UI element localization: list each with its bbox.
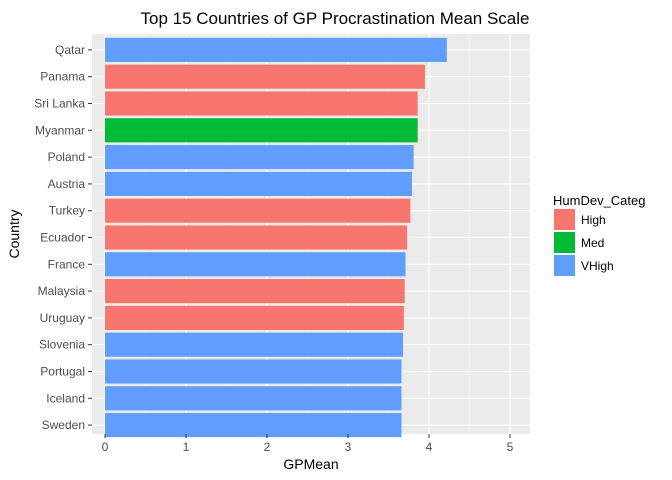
y-tick-label: Sweden <box>42 418 85 432</box>
legend-label: Med <box>581 236 604 250</box>
y-tick-label: Panama <box>40 70 85 84</box>
bar-turkey <box>105 198 411 223</box>
y-tick-label: Portugal <box>40 365 85 379</box>
y-tick-label: Slovenia <box>39 338 85 352</box>
x-tick-label: 2 <box>264 440 271 454</box>
x-tick-label: 5 <box>507 440 514 454</box>
y-tick-label: France <box>48 257 86 271</box>
y-tick-label: Iceland <box>46 391 85 405</box>
bar-poland <box>105 145 414 170</box>
bars <box>105 37 447 438</box>
y-tick-label: Malaysia <box>38 284 86 298</box>
bar-qatar <box>105 37 447 62</box>
y-tick-label: Poland <box>48 150 85 164</box>
bar-malaysia <box>105 279 405 304</box>
x-tick-label: 1 <box>183 440 190 454</box>
y-tick-label: Sri Lanka <box>34 97 85 111</box>
x-axis-title: GPMean <box>283 456 338 472</box>
bar-iceland <box>105 386 402 411</box>
legend: HumDev_Categ High Med VHigh <box>553 193 646 276</box>
legend-key-med <box>554 232 575 253</box>
y-tick-label: Ecuador <box>40 231 85 245</box>
legend-key-high <box>554 209 575 230</box>
legend-label: High <box>581 213 606 227</box>
y-axis-ticks: Qatar Panama Sri Lanka Myanmar Poland Austria… <box>34 43 92 432</box>
bar-austria <box>105 171 412 196</box>
y-tick-label: Qatar <box>55 43 85 57</box>
y-tick-label: Turkey <box>49 204 85 218</box>
legend-key-vhigh <box>554 255 575 276</box>
chart-title: Top 15 Countries of GP Procrastination M… <box>140 9 529 28</box>
x-tick-label: 3 <box>345 440 352 454</box>
bar-myanmar <box>105 118 418 143</box>
y-tick-label: Uruguay <box>40 311 85 325</box>
legend-title: HumDev_Categ <box>553 193 646 208</box>
bar-portugal <box>105 359 402 384</box>
bar-france <box>105 252 406 277</box>
legend-label: VHigh <box>581 259 614 273</box>
bar-panama <box>105 64 425 89</box>
x-tick-label: 4 <box>426 440 433 454</box>
y-axis-title: Country <box>6 209 22 258</box>
bar-ecuador <box>105 225 408 250</box>
y-tick-label: Myanmar <box>35 123 85 137</box>
bar-sri-lanka <box>105 91 418 116</box>
bar-sweden <box>105 413 402 438</box>
bar-slovenia <box>105 332 404 357</box>
y-tick-label: Austria <box>48 177 86 191</box>
x-axis-ticks: 0 1 2 3 4 5 <box>102 434 514 454</box>
x-tick-label: 0 <box>102 440 109 454</box>
bar-uruguay <box>105 305 404 330</box>
